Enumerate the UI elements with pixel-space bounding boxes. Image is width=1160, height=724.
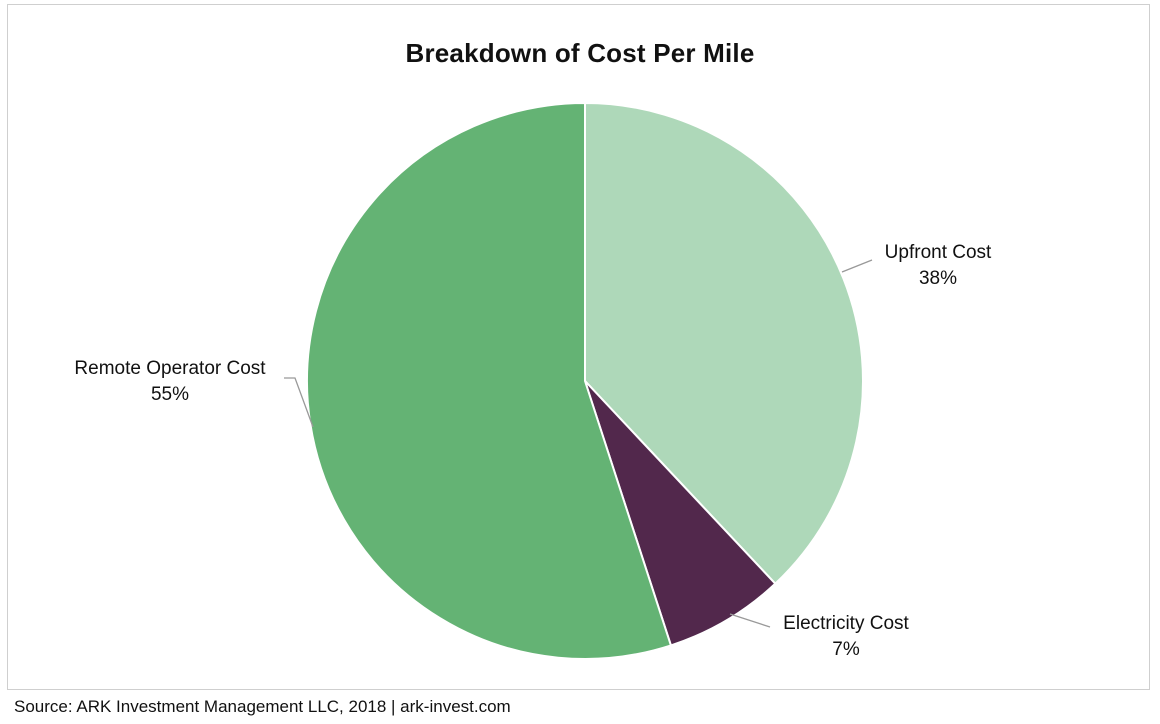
pie-slice-electricity-cost [584, 380, 777, 647]
leader-lines [284, 259, 873, 628]
leader-line-upfront-cost [841, 259, 873, 273]
leader-line-remote-operator-cost [284, 377, 314, 428]
leader-line-electricity-cost [729, 613, 771, 628]
source-note: Source: ARK Investment Management LLC, 2… [14, 697, 511, 716]
slice-value-remote-operator-cost: 55% [151, 384, 189, 405]
slice-value-electricity-cost: 7% [832, 639, 860, 660]
chart-title: Breakdown of Cost Per Mile [405, 38, 755, 68]
pie-slice-upfront-cost [584, 101, 864, 586]
slice-label-upfront-cost: Upfront Cost [885, 242, 992, 263]
slice-label-remote-operator-cost: Remote Operator Cost [74, 358, 266, 379]
slice-value-upfront-cost: 38% [919, 268, 957, 289]
slice-labels: Upfront Cost 38% Electricity Cost 7% Remote … [74, 242, 992, 660]
pie-slices [306, 101, 864, 660]
pie-slice-remote-operator-cost [306, 101, 673, 660]
slice-label-electricity-cost: Electricity Cost [783, 613, 909, 634]
